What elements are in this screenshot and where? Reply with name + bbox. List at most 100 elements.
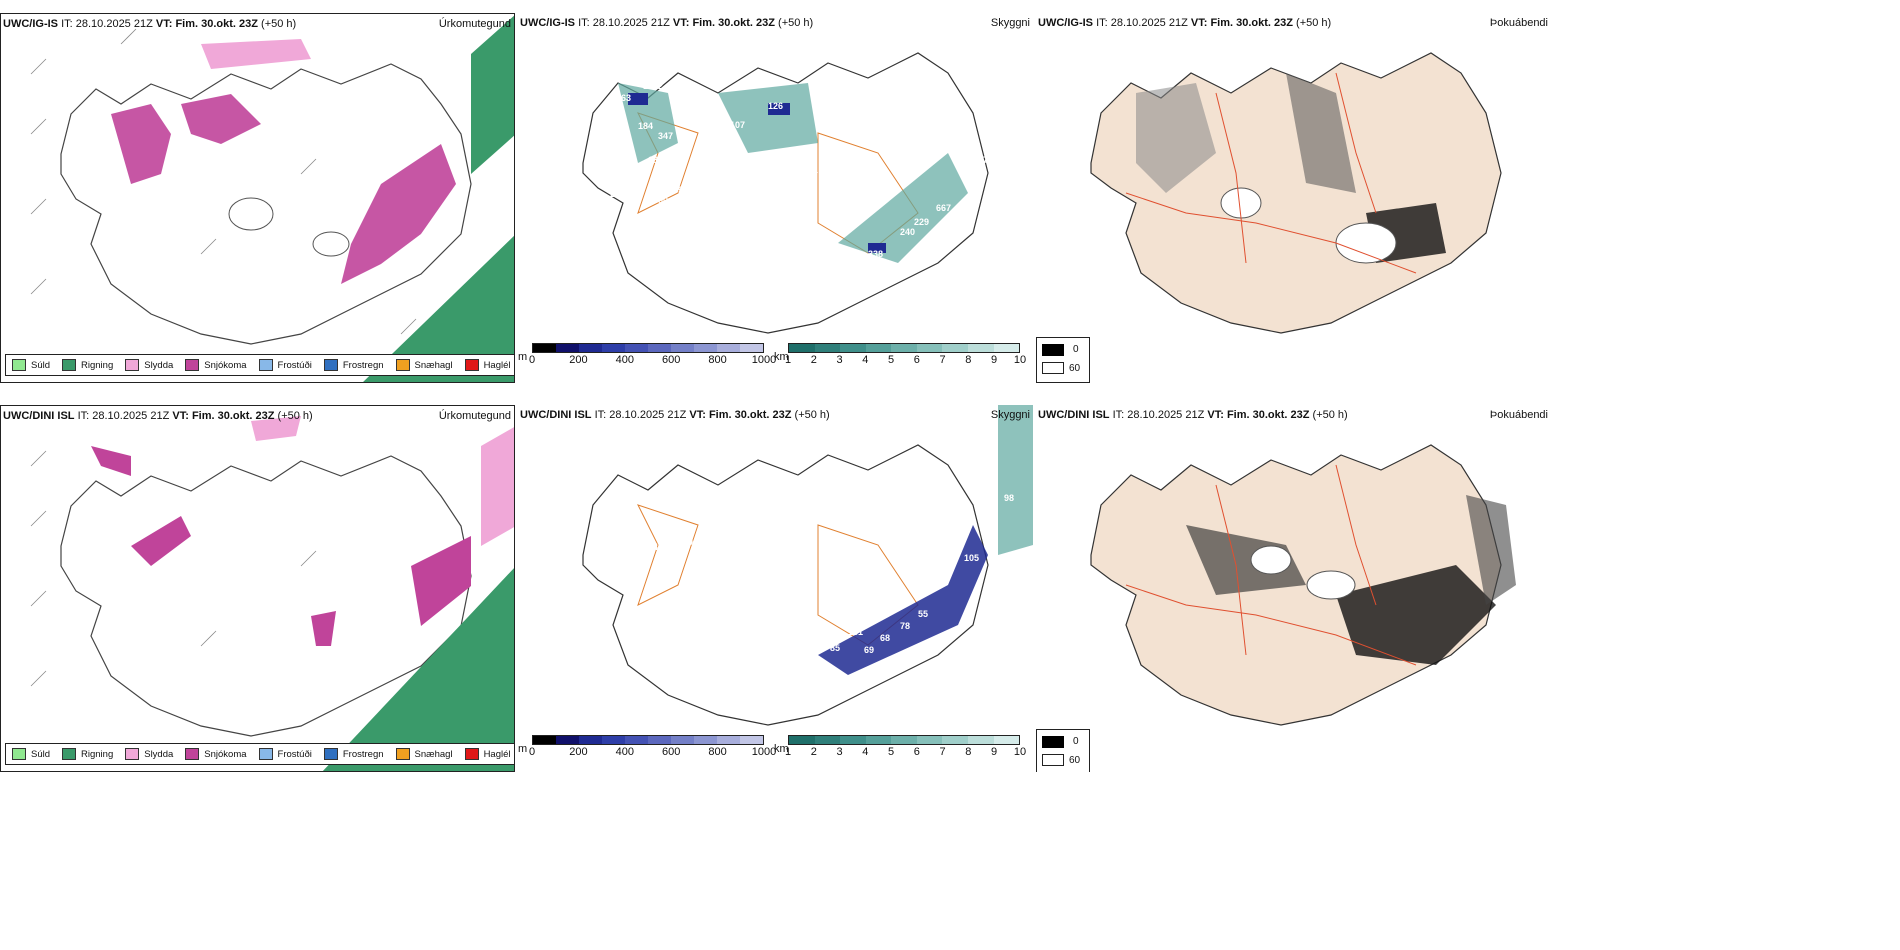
legend-item: Súld [12, 359, 50, 371]
cbar-unit: m [518, 351, 528, 363]
cbar-tick: 800 [708, 746, 727, 758]
swatch [323, 359, 338, 371]
cbar-tick: 1000 [751, 746, 777, 758]
fog-swatch-dark [1042, 344, 1064, 356]
fog-panel-bottom: UWC/DINI ISL IT: 28.10.2025 21Z VT: Fim.… [1036, 405, 1551, 772]
vis-label: 349 [770, 497, 785, 507]
vis-label: 148 [653, 579, 668, 589]
cbar-m: m 0 200 400 600 800 1000 [518, 343, 776, 367]
vis-label: 338 [868, 249, 883, 259]
vis-label: 141 [803, 165, 818, 175]
cbar-tick: 2 [810, 746, 817, 758]
vis-label: 163 [616, 93, 631, 103]
vis-label: 27 [978, 155, 988, 165]
fog-swatch-dark [1042, 736, 1064, 748]
cbar-unit: m [518, 743, 528, 755]
swatch [258, 359, 273, 371]
fog-swatch-light [1042, 362, 1064, 374]
cbar-tick: 9 [990, 354, 998, 366]
legend-item: Haglél [464, 748, 511, 760]
legend-item: Slydda [125, 359, 173, 371]
visibility-panel-top: 1052 184 347 188 93 80 118 126 141 229 2… [518, 13, 1033, 383]
cbar-tick: 8 [965, 354, 972, 366]
cbar-tick: 10 [1013, 746, 1027, 758]
precip-legend: Súld Rigning Slydda Snjókoma Frostúði Fr… [5, 743, 514, 765]
cbar-tick: 600 [662, 746, 681, 758]
iceland-outline [582, 444, 989, 726]
vis-label: 181 [848, 627, 863, 637]
cbar-tick: 4 [862, 354, 869, 366]
vis-label: 240 [900, 227, 915, 237]
swatch [12, 748, 26, 760]
vis-label: 98 [830, 613, 840, 623]
fog-legend: 0 60 [1036, 337, 1090, 383]
vis-label: 340 [784, 501, 799, 511]
vis-label: 613 [780, 433, 795, 443]
cbar-tick: 4 [862, 746, 869, 758]
swatch [464, 359, 479, 371]
cbar-tick: 9 [990, 746, 998, 758]
cbar-unit: km [774, 351, 789, 363]
swatch [185, 359, 200, 371]
cbar-tick: 1000 [751, 354, 777, 366]
cbar-tick: 400 [615, 354, 634, 366]
vis-label: 78 [900, 621, 910, 631]
vis-label: 667 [936, 203, 951, 213]
vis-label: 68 [880, 633, 890, 643]
fog-legend: 0 60 [1036, 729, 1090, 772]
vis-label: 93 [678, 185, 688, 195]
vis-label: 126 [768, 101, 783, 111]
legend-item: Frostúði [258, 359, 312, 371]
vis-label: 85 [830, 643, 840, 653]
precip-map-top [30, 15, 514, 382]
swatch [125, 748, 140, 760]
visibility-title: Skyggni [990, 17, 1030, 29]
vis-label: 190 [704, 492, 719, 502]
cbar-tick: 5 [887, 746, 895, 758]
legend-item: Haglél [464, 359, 511, 371]
precip-map-bottom [30, 416, 514, 771]
vis-label: 22 [610, 189, 620, 199]
vis-label: 712 [618, 457, 633, 467]
vis-label: 1052 [643, 81, 663, 91]
fog-panel-top: UWC/IG-IS IT: 28.10.2025 21Z VT: Fim. 30… [1036, 13, 1551, 383]
vis-label: 96 [714, 517, 724, 527]
cbar-tick: 200 [569, 354, 588, 366]
vis-label: 229 [914, 217, 929, 227]
legend-item: Frostregn [323, 748, 384, 760]
swatch [323, 748, 338, 760]
legend-item: Snjókoma [185, 748, 247, 760]
vis-label: 34 [712, 157, 722, 167]
precip-title: Úrkomutegund [438, 410, 511, 422]
fog-title: Þokuábendi [1489, 17, 1548, 29]
cbar-tick: 6 [913, 354, 920, 366]
cbar-km: km 1 2 3 4 5 6 7 8 9 10 [774, 735, 1026, 759]
vis-label: 80 [658, 195, 668, 205]
panel-title: UWC/IG-IS IT: 28.10.2025 21Z VT: Fim. 30… [1038, 17, 1332, 29]
iceland-outline [60, 63, 472, 345]
cbar-tick: 3 [836, 746, 843, 758]
panel-title: UWC/DINI ISL IT: 28.10.2025 21Z VT: Fim.… [1038, 409, 1348, 421]
swatch [62, 748, 77, 760]
visibility-map-bottom: 613 712 120 349 190 158 112 340 148 120 … [582, 405, 1033, 726]
legend-item: Snjókoma [185, 359, 247, 371]
cbar-tick: 7 [939, 354, 946, 366]
precip-legend: Súld Rigning Slydda Snjókoma Frostúði Fr… [5, 354, 514, 376]
vis-label: 51 [674, 105, 684, 115]
cbar-tick: 800 [708, 354, 727, 366]
precip-title: Úrkomutegund [438, 18, 511, 30]
cbar-km: km 1 2 3 4 5 6 7 8 9 10 [774, 343, 1026, 367]
swatch [258, 748, 273, 760]
visibility-panel-bottom: 613 712 120 349 190 158 112 340 148 120 … [518, 405, 1033, 772]
cbar-tick: 3 [836, 354, 843, 366]
legend-item: Súld [12, 748, 50, 760]
cbar-tick: 1 [784, 354, 792, 366]
swatch [464, 748, 479, 760]
vis-label: 118 [718, 145, 733, 155]
cbar-unit: km [774, 743, 789, 755]
vis-label: 55 [918, 609, 928, 619]
precip-panel-bottom: UWC/DINI ISL IT: 28.10.2025 21Z VT: Fim.… [0, 405, 515, 772]
swatch [185, 748, 200, 760]
cbar-tick: 2 [810, 354, 817, 366]
legend-item: Frostregn [323, 359, 384, 371]
